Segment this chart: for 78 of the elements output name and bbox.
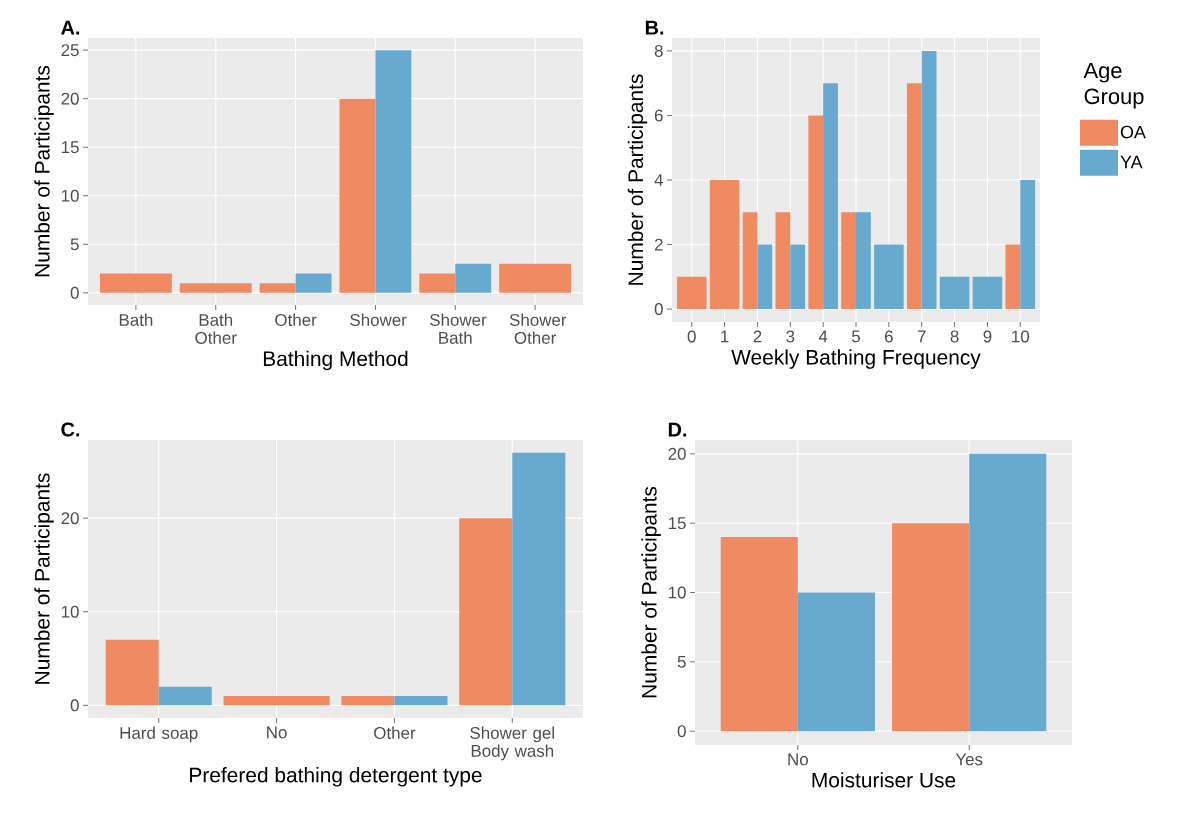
bar bbox=[969, 453, 1047, 732]
y-tick-label: 0 bbox=[70, 699, 79, 712]
y-tick-label: 6 bbox=[654, 109, 663, 122]
x-tick-label: 0 bbox=[687, 330, 696, 343]
x-tick-label: 2 bbox=[753, 330, 762, 343]
x-tick-label: No bbox=[788, 753, 808, 766]
y-tick-label: 4 bbox=[654, 174, 663, 186]
x-tick-label: Bath Other bbox=[195, 313, 237, 344]
x-axis-title: Weekly Bathing Frequency bbox=[731, 349, 981, 369]
bar bbox=[1020, 180, 1036, 310]
chart-title: A. bbox=[61, 20, 80, 35]
bar bbox=[841, 212, 857, 310]
y-tick-label: 5 bbox=[70, 238, 79, 251]
bar bbox=[512, 452, 566, 706]
x-tick-label: 7 bbox=[917, 330, 926, 343]
y-tick-label: 20 bbox=[61, 92, 79, 105]
legend-label: OA bbox=[1120, 125, 1146, 139]
bar bbox=[808, 115, 824, 310]
y-tick-label: 20 bbox=[61, 512, 79, 525]
x-tick-label: Shower Bath bbox=[430, 313, 487, 344]
y-tick-label: 8 bbox=[654, 44, 663, 57]
y-tick-label: 10 bbox=[61, 189, 79, 202]
x-axis-title: Prefered bathing detergent type bbox=[190, 767, 482, 787]
y-tick-label: 20 bbox=[668, 447, 686, 460]
x-axis-title: Moisturiser Use bbox=[812, 772, 956, 788]
bar bbox=[921, 50, 937, 310]
bar bbox=[757, 244, 773, 310]
bar bbox=[341, 696, 395, 706]
bar bbox=[790, 244, 806, 310]
bar bbox=[892, 523, 970, 732]
y-axis-title: Number of Participants bbox=[34, 65, 54, 277]
y-tick-label: 25 bbox=[61, 44, 79, 57]
x-tick-label: 8 bbox=[950, 330, 959, 343]
bar bbox=[775, 212, 791, 310]
x-tick-label: Hard soap bbox=[120, 726, 198, 743]
y-tick-label: 0 bbox=[654, 303, 663, 316]
chart-title: C. bbox=[61, 422, 80, 437]
x-tick-label: 5 bbox=[851, 330, 860, 343]
bar bbox=[742, 212, 758, 310]
x-tick-label: Shower Other bbox=[509, 313, 567, 344]
x-axis-title: Bathing Method bbox=[263, 350, 408, 371]
y-tick-label: 2 bbox=[654, 238, 663, 251]
x-tick-label: Other bbox=[374, 726, 416, 739]
y-axis-title: Number of Participants bbox=[34, 473, 54, 684]
bar bbox=[158, 686, 212, 706]
bar bbox=[105, 639, 159, 706]
bar bbox=[720, 537, 798, 732]
y-tick-label: 5 bbox=[677, 655, 686, 668]
x-tick-label: Yes bbox=[955, 753, 983, 766]
y-axis-title: Number of Participants bbox=[641, 486, 661, 698]
y-tick-label: 0 bbox=[70, 286, 79, 299]
x-tick-label: 6 bbox=[885, 330, 893, 343]
y-tick-label: 10 bbox=[668, 586, 686, 599]
bar bbox=[394, 696, 448, 706]
x-tick-label: No bbox=[267, 726, 287, 739]
x-tick-label: 4 bbox=[818, 330, 828, 343]
legend-title: Age Group bbox=[1083, 62, 1144, 109]
x-tick-label: 10 bbox=[1012, 330, 1030, 343]
chart-title: B. bbox=[645, 20, 664, 35]
y-tick-label: 15 bbox=[668, 517, 686, 530]
x-tick-label: 9 bbox=[983, 330, 992, 343]
x-tick-label: Bath bbox=[119, 313, 153, 326]
x-tick-label: Shower bbox=[350, 313, 407, 326]
bar bbox=[906, 83, 922, 310]
y-tick-label: 10 bbox=[61, 605, 79, 618]
y-tick-label: 15 bbox=[61, 141, 79, 154]
chart-title: D. bbox=[668, 422, 687, 437]
bar bbox=[1005, 244, 1021, 310]
bar bbox=[797, 592, 875, 732]
bar bbox=[856, 212, 871, 310]
legend-label: YA bbox=[1120, 155, 1143, 169]
x-tick-label: Shower gel Body wash bbox=[470, 726, 554, 761]
x-tick-label: Other bbox=[275, 313, 317, 326]
x-tick-label: 1 bbox=[721, 330, 729, 343]
x-tick-label: 3 bbox=[786, 330, 795, 343]
y-axis-title: Number of Participants bbox=[627, 74, 648, 285]
bar bbox=[823, 83, 838, 310]
bar bbox=[459, 518, 513, 706]
